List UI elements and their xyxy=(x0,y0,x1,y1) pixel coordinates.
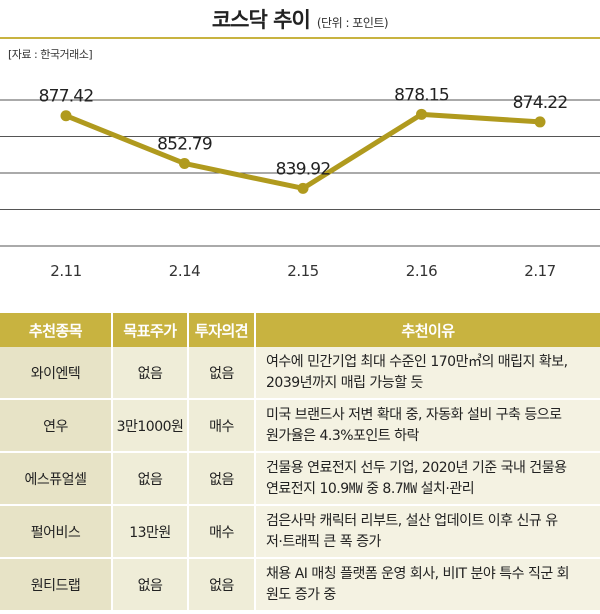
reason-line-2: 연료전지 10.9㎿ 중 8.7㎿ 설치·관리 xyxy=(266,480,475,497)
target-price: 없음 xyxy=(113,347,189,398)
data-label: 852.79 xyxy=(157,134,212,154)
recommendation-reason: 미국 브랜드사 저변 확대 중, 자동화 설비 구축 등으로 원가율은 4.3%… xyxy=(256,400,600,451)
data-point xyxy=(416,108,427,120)
recommendation-reason: 여수에 민간기업 최대 수준인 170만㎥의 매립지 확보, 2039년까지 매… xyxy=(256,347,600,398)
stock-name: 원티드랩 xyxy=(0,559,113,610)
title-wrap: 코스닥 추이 (단위 : 포인트) xyxy=(0,4,600,34)
x-tick-label: 2.11 xyxy=(50,262,81,280)
reason-line-1: 건물용 연료전지 선두 기업, 2020년 기준 국내 건물용 xyxy=(266,459,567,476)
data-label: 878.15 xyxy=(394,85,449,105)
source-note: [자료 : 한국거래소] xyxy=(8,48,93,61)
reason-line-2: 원가율은 4.3%포인트 하락 xyxy=(266,427,419,444)
x-tick-label: 2.15 xyxy=(287,262,318,280)
title-divider xyxy=(0,37,600,39)
stock-name: 연우 xyxy=(0,400,113,451)
reason-line-1: 미국 브랜드사 저변 확대 중, 자동화 설비 구축 등으로 xyxy=(266,406,562,423)
target-price: 없음 xyxy=(113,453,189,504)
data-label: 874.22 xyxy=(513,93,568,113)
unit-label: (단위 : 포인트) xyxy=(316,16,389,30)
chart-header: 코스닥 추이 (단위 : 포인트) xyxy=(0,0,600,39)
header-opinion: 투자의견 xyxy=(189,313,256,347)
investment-opinion: 없음 xyxy=(189,453,256,504)
header-reason: 추천이유 xyxy=(401,321,455,340)
stock-name: 펄어비스 xyxy=(0,506,113,557)
data-point xyxy=(60,110,72,122)
table-row: 와이엔텍 없음 없음 여수에 민간기업 최대 수준인 170만㎥의 매립지 확보… xyxy=(0,347,600,400)
data-point xyxy=(179,157,190,169)
investment-opinion: 매수 xyxy=(189,400,256,451)
investment-opinion: 없음 xyxy=(189,559,256,610)
recommendation-table: 추천종목 목표주가 투자의견 추천이유 와이엔텍 없음 없음 여수에 민간기업 … xyxy=(0,313,600,612)
table-row: 에스퓨얼셀 없음 없음 건물용 연료전지 선두 기업, 2020년 기준 국내 … xyxy=(0,453,600,506)
investment-opinion: 매수 xyxy=(189,506,256,557)
x-tick-label: 2.17 xyxy=(524,262,555,280)
stock-name: 와이엔텍 xyxy=(0,347,113,398)
data-point xyxy=(534,116,546,128)
data-label: 839.92 xyxy=(276,159,331,179)
recommendation-reason: 채용 AI 매칭 플랫폼 운영 회사, 비IT 분야 특수 직군 회 원도 증가… xyxy=(256,559,600,610)
header-target-price: 목표주가 xyxy=(113,313,189,347)
data-label: 877.42 xyxy=(39,87,94,107)
target-price: 없음 xyxy=(113,559,189,610)
recommendation-reason: 검은사막 캐릭터 리부트, 설산 업데이트 이후 신규 유 저·트래픽 큰 폭 … xyxy=(256,506,600,557)
chart-title: 코스닥 추이 xyxy=(211,8,311,32)
reason-line-2: 2039년까지 매립 가능할 듯 xyxy=(266,374,423,391)
reason-line-1: 채용 AI 매칭 플랫폼 운영 회사, 비IT 분야 특수 직군 회 xyxy=(266,565,570,582)
line-chart: 877.42 2.11 852.79 2.14 839.92 2.15 878.15 2.16… xyxy=(0,85,600,280)
target-price: 13만원 xyxy=(113,506,189,557)
table-row: 연우 3만1000원 매수 미국 브랜드사 저변 확대 중, 자동화 설비 구축… xyxy=(0,400,600,453)
table-header-row: 추천종목 목표주가 투자의견 추천이유 xyxy=(0,313,600,347)
reason-line-2: 원도 증가 중 xyxy=(266,586,336,603)
x-tick-label: 2.14 xyxy=(169,262,200,280)
data-point xyxy=(297,182,309,194)
investment-opinion: 없음 xyxy=(189,347,256,398)
table-row: 원티드랩 없음 없음 채용 AI 매칭 플랫폼 운영 회사, 비IT 분야 특수… xyxy=(0,559,600,612)
stock-name: 에스퓨얼셀 xyxy=(0,453,113,504)
table-row: 펄어비스 13만원 매수 검은사막 캐릭터 리부트, 설산 업데이트 이후 신규… xyxy=(0,506,600,559)
x-tick-label: 2.16 xyxy=(406,262,437,280)
reason-line-1: 검은사막 캐릭터 리부트, 설산 업데이트 이후 신규 유 xyxy=(266,512,558,529)
header-stock: 추천종목 xyxy=(0,313,113,347)
target-price: 3만1000원 xyxy=(113,400,189,451)
recommendation-reason: 건물용 연료전지 선두 기업, 2020년 기준 국내 건물용 연료전지 10.… xyxy=(256,453,600,504)
reason-line-2: 저·트래픽 큰 폭 증가 xyxy=(266,533,381,550)
reason-line-1: 여수에 민간기업 최대 수준인 170만㎥의 매립지 확보, xyxy=(266,353,568,370)
